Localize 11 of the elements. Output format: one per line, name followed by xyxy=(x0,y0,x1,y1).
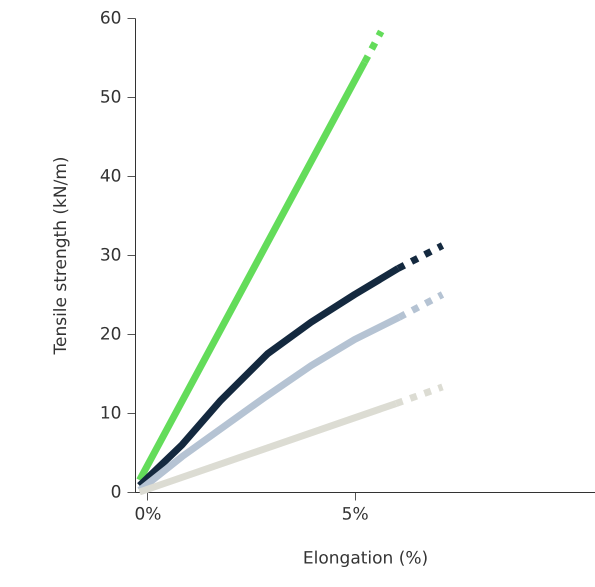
y-tick-label: 0 xyxy=(110,482,122,502)
x-axis-title: Elongation (%) xyxy=(302,548,428,568)
y-tick-label: 40 xyxy=(100,166,122,186)
y-tick-label: 10 xyxy=(100,404,122,424)
y-axis-title: Tensile strength (kN/m) xyxy=(50,156,71,356)
y-tick-label: 30 xyxy=(100,246,122,266)
x-tick-label: 5% xyxy=(342,504,369,524)
y-tick-label: 50 xyxy=(100,88,122,108)
y-tick-label: 60 xyxy=(100,8,122,28)
y-tick-label: 20 xyxy=(100,324,122,344)
x-tick-label: 0% xyxy=(134,504,162,524)
